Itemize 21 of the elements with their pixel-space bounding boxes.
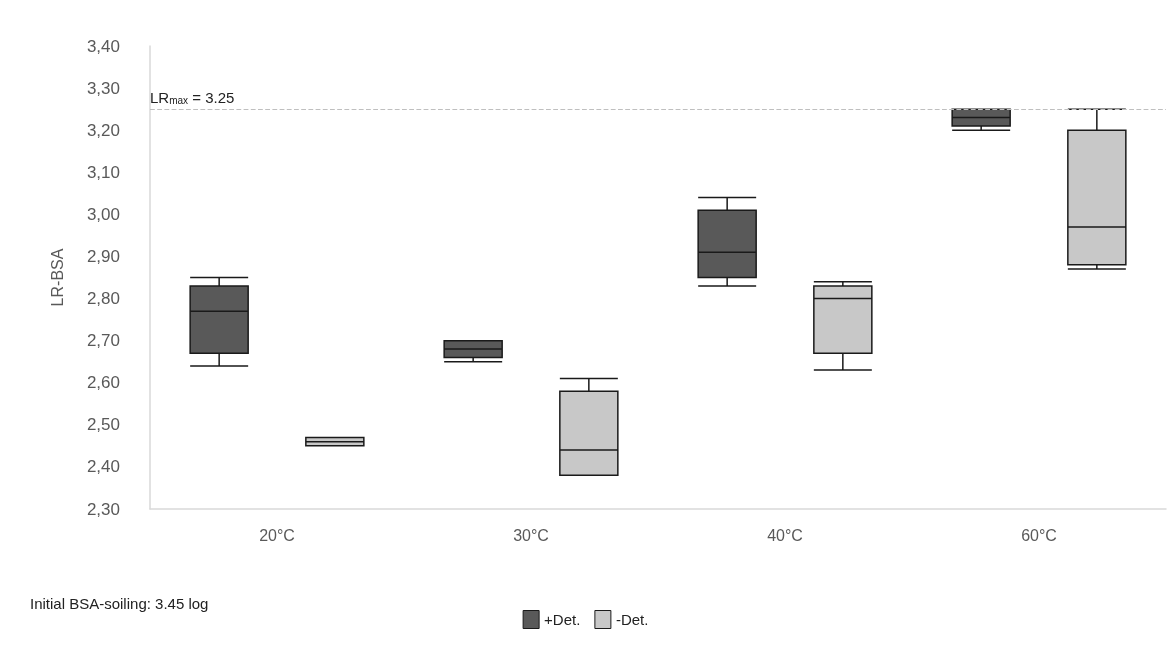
x-tick-label: 30°C bbox=[513, 526, 549, 544]
y-tick-label: 2,90 bbox=[86, 246, 120, 266]
y-tick-label: 2,60 bbox=[86, 373, 120, 393]
y-tick-label: 2,80 bbox=[86, 289, 120, 309]
x-tick-label: 20°C bbox=[259, 526, 295, 544]
ref-line-label: LRmax = 3.25 bbox=[150, 88, 235, 106]
x-tick-label: 40°C bbox=[767, 526, 803, 544]
y-axis-title: LR-BSA bbox=[48, 248, 66, 307]
y-tick-label: 2,30 bbox=[86, 499, 120, 519]
y-tick-label: 2,40 bbox=[86, 457, 120, 477]
y-tick-label: 2,70 bbox=[86, 331, 120, 351]
legend-label: +Det. bbox=[544, 611, 581, 628]
y-tick-label: 3,40 bbox=[86, 36, 120, 56]
x-tick-label: 60°C bbox=[1021, 526, 1057, 544]
y-tick-label: 3,20 bbox=[86, 120, 120, 140]
y-tick-label: 3,30 bbox=[86, 78, 120, 98]
legend-label: -Det. bbox=[615, 611, 649, 628]
y-tick-label: 3,10 bbox=[86, 162, 120, 182]
y-tick-label: 2,50 bbox=[86, 415, 120, 435]
y-tick-label: 3,00 bbox=[86, 204, 120, 224]
text: Initial BSA-soiling: 3.45 log bbox=[30, 595, 209, 612]
